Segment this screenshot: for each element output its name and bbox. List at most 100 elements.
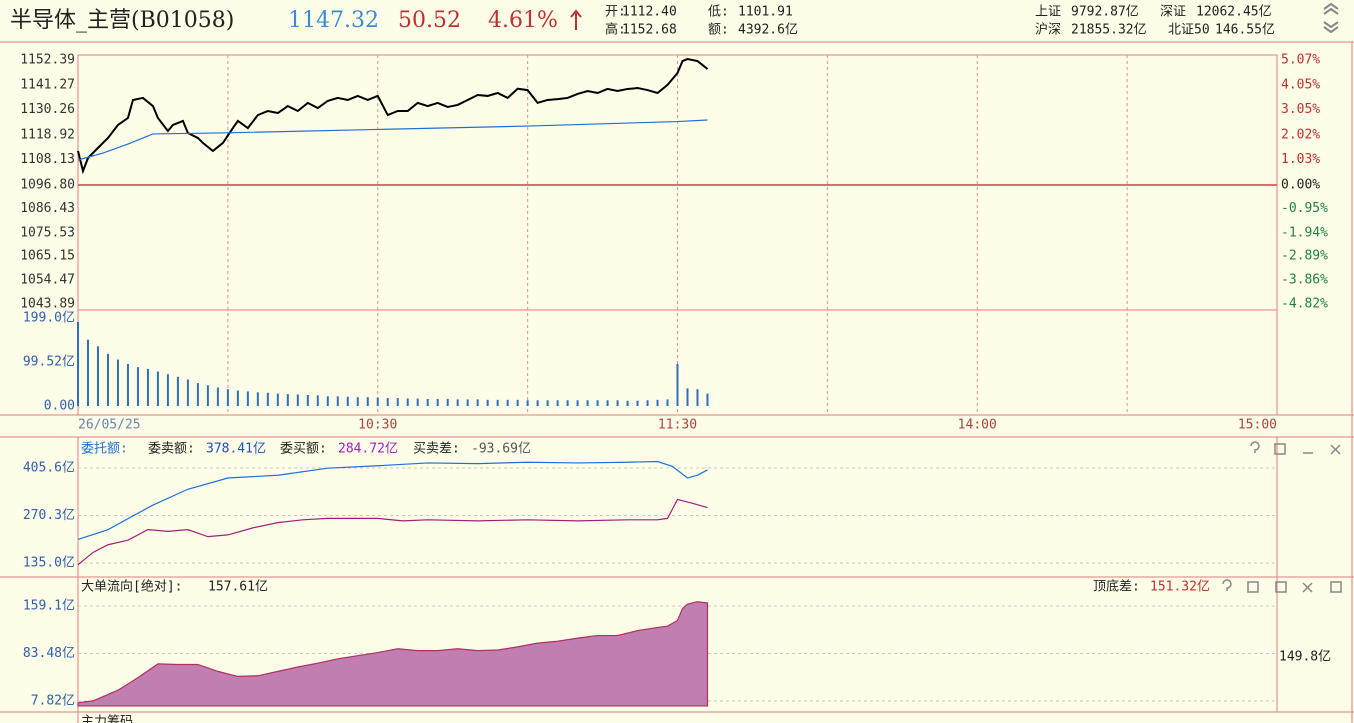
y-tick-label: 199.0亿 [23, 311, 75, 326]
volume-bar [496, 399, 499, 407]
volume-bar [416, 398, 419, 407]
volume-bar [116, 359, 119, 407]
change: 50.52 [398, 8, 461, 33]
y-tick-label: 1075.53 [20, 225, 75, 240]
volume-bar [306, 394, 309, 407]
y2-tick-label: -4.82% [1281, 296, 1328, 311]
range-label: 顶底差: [1093, 579, 1140, 595]
last-price: 1147.32 [288, 8, 379, 33]
y2-tick-label: -2.89% [1281, 249, 1328, 264]
index-label: 深证 [1160, 5, 1186, 20]
volume-bar [106, 353, 109, 407]
volume-bar [696, 389, 699, 407]
volume-bar [576, 400, 579, 407]
diff-value: -93.69亿 [471, 442, 531, 457]
y-tick-label: 1108.13 [20, 152, 75, 167]
volume-bar [626, 400, 629, 407]
volume-bar [556, 400, 559, 407]
high-value: 1152.68 [622, 23, 677, 38]
y-tick-label: 7.82亿 [31, 694, 75, 709]
flow-right-value: 149.8亿 [1279, 650, 1331, 665]
y2-tick-label: 5.07% [1281, 52, 1320, 67]
panel-buttons[interactable] [1250, 441, 1341, 455]
change-pct: 4.61% [488, 8, 558, 33]
y-tick-label: 1141.27 [20, 77, 75, 92]
volume-bar [186, 379, 189, 407]
y2-tick-label: -3.86% [1281, 273, 1328, 288]
y-tick-label: 135.0亿 [23, 555, 75, 570]
line-series [77, 460, 708, 541]
volume-bar [676, 364, 679, 407]
volume-bar [96, 346, 99, 407]
line-series [77, 498, 708, 566]
volume-bar [366, 397, 369, 407]
volume-bar [406, 398, 409, 407]
line-series [77, 58, 709, 175]
y-tick-label: 83.48亿 [23, 646, 75, 661]
x-tick-label: 15:00 [1238, 418, 1277, 433]
y2-tick-label: 3.05% [1281, 102, 1320, 117]
volume-bar [526, 400, 529, 407]
x-tick-label: 11:30 [658, 418, 697, 433]
y-tick-label: 1152.39 [20, 52, 75, 67]
panel-title: 主力筹码 [81, 714, 133, 723]
volume-bar [566, 400, 569, 407]
buy-label: 委买额: [280, 442, 327, 457]
index-label: 北证50 [1168, 23, 1210, 38]
index-value: 9792.87亿 [1071, 5, 1139, 20]
index-label: 上证 [1035, 5, 1061, 20]
y-tick-label: 1118.92 [20, 128, 75, 143]
volume-bar [476, 399, 479, 407]
volume-bar [316, 395, 319, 407]
y-tick-label: 405.6亿 [23, 460, 75, 475]
index-label: 沪深 [1035, 22, 1061, 38]
volume-bar [206, 385, 209, 407]
volume-bar [606, 400, 609, 407]
volume-bar [326, 396, 329, 407]
high-label: 高: [605, 22, 626, 38]
panel-title: 大单流向[绝对]: [81, 579, 182, 595]
volume-bar [77, 321, 79, 407]
y-tick-label: 1065.15 [20, 249, 75, 264]
volume-bar [446, 398, 449, 407]
volume-bar [386, 398, 389, 407]
flow-value: 157.61亿 [208, 580, 268, 595]
y2-tick-label: 0.00% [1281, 177, 1320, 192]
y-tick-label: 1096.80 [20, 177, 75, 192]
amount-label: 额: [708, 23, 729, 38]
volume-bar [346, 396, 349, 407]
area-series [77, 601, 709, 707]
volume-bar [586, 400, 589, 407]
y-tick-label: 270.3亿 [23, 508, 75, 523]
stock-name: 半导体_主营(B01058) [10, 8, 234, 33]
y2-tick-label: -1.94% [1281, 225, 1328, 240]
volume-bar [136, 367, 139, 407]
volume-bar [546, 400, 549, 407]
volume-bar [236, 390, 239, 407]
y-tick-label: 99.52亿 [23, 355, 75, 370]
volume-bar [376, 397, 379, 407]
volume-bar [436, 398, 439, 407]
panel-buttons[interactable] [1222, 579, 1342, 593]
open-label: 开: [605, 5, 626, 20]
volume-bar [246, 391, 249, 407]
volume-bar [506, 399, 509, 407]
volume-bar [336, 396, 339, 407]
volume-bar [146, 368, 149, 407]
sell-value: 378.41亿 [206, 442, 266, 457]
volume-bar [686, 388, 689, 407]
y2-tick-label: 1.03% [1281, 152, 1320, 167]
diff-label: 买卖差: [413, 442, 460, 457]
volume-bar [226, 389, 229, 407]
scroll-buttons[interactable] [1323, 2, 1339, 34]
volume-bar [296, 394, 299, 407]
y-tick-label: 159.1亿 [23, 599, 75, 614]
volume-bar [286, 394, 289, 407]
volume-bar [486, 399, 489, 407]
low-label: 低: [708, 5, 729, 20]
volume-bar [646, 400, 649, 407]
x-tick-label: 26/05/25 [78, 418, 141, 433]
volume-bar [616, 400, 619, 407]
y2-tick-label: 4.05% [1281, 78, 1320, 93]
